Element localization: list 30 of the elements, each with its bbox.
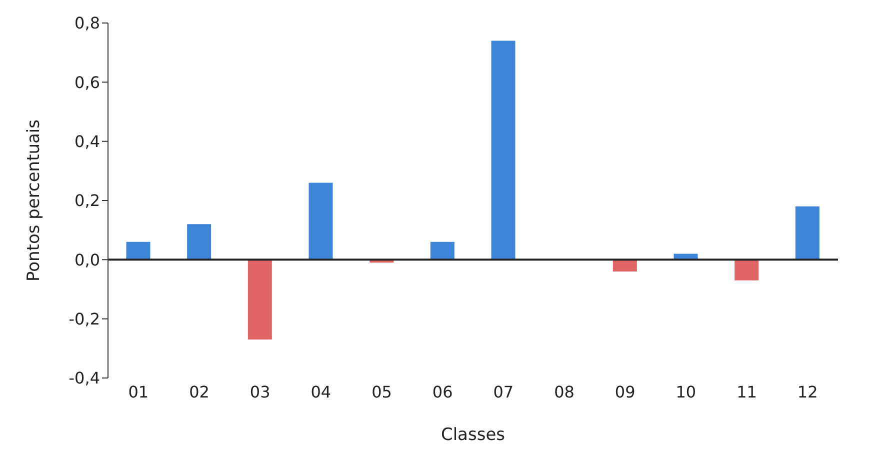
bar xyxy=(734,260,759,280)
y-tick-label: 0,6 xyxy=(74,72,100,92)
x-tick-label: 06 xyxy=(432,382,453,402)
y-tick-label: 0,0 xyxy=(74,250,100,270)
x-tick-label: 10 xyxy=(676,382,696,402)
bar xyxy=(308,182,333,260)
x-tick-label: 02 xyxy=(189,382,210,402)
x-tick-label: 01 xyxy=(128,382,149,402)
y-tick-label: -0,4 xyxy=(68,368,100,388)
y-tick-label: 0,4 xyxy=(74,132,100,152)
y-tick-label: 0,8 xyxy=(74,14,100,33)
x-tick-label: 11 xyxy=(736,382,757,402)
bar xyxy=(187,224,212,260)
x-axis-title: Classes xyxy=(440,425,506,445)
x-tick-label: 07 xyxy=(493,382,514,402)
x-tick-label: 05 xyxy=(372,382,392,402)
bar xyxy=(126,242,150,260)
bar xyxy=(491,40,516,260)
bar xyxy=(248,260,272,340)
x-tick-label: 08 xyxy=(554,382,574,402)
x-tick-label: 04 xyxy=(310,382,332,402)
x-tick-label: 12 xyxy=(797,382,818,402)
bar xyxy=(795,206,820,260)
y-tick-label: 0,2 xyxy=(74,191,100,210)
bar xyxy=(612,260,637,272)
y-tick-label: -0,2 xyxy=(68,310,100,329)
x-tick-label: 09 xyxy=(614,382,636,402)
bar xyxy=(430,242,454,260)
x-tick-label: 03 xyxy=(250,382,270,402)
y-axis-title: Pontos percentuais xyxy=(24,119,44,282)
